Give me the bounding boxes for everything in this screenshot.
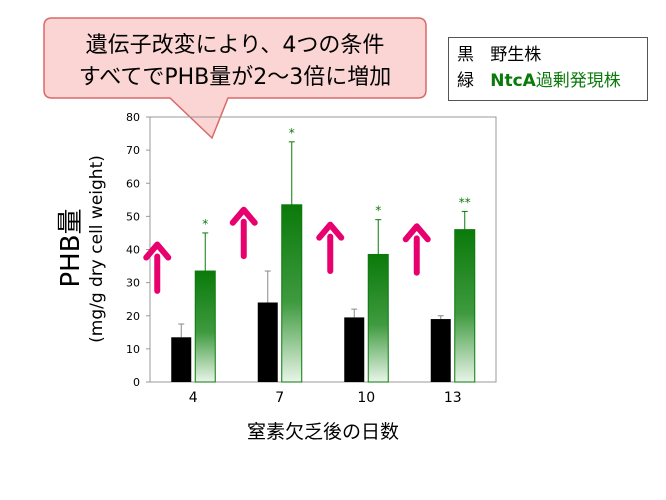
x-tick-label: 13 bbox=[444, 390, 462, 406]
increase-arrow-icon bbox=[143, 241, 172, 294]
bar-wild-type bbox=[344, 317, 365, 382]
legend-green-name: 過剰発現株 bbox=[535, 71, 621, 91]
significance-mark: * bbox=[202, 217, 208, 231]
x-tick-label: 10 bbox=[357, 390, 375, 406]
y-tick-label: 80 bbox=[126, 111, 140, 124]
bar-wild-type bbox=[257, 302, 278, 382]
legend-black-label: 黒 bbox=[457, 45, 474, 65]
callout-bubble bbox=[43, 17, 427, 140]
significance-mark: * bbox=[375, 204, 381, 218]
bar-wild-type bbox=[171, 337, 192, 382]
bar-ntca-overexpression bbox=[194, 270, 216, 383]
callout-line1: 遺伝子改変により、4つの条件 bbox=[86, 33, 385, 58]
bar-ntca-overexpression bbox=[367, 253, 389, 383]
increase-arrow-icon bbox=[229, 206, 258, 260]
bars: ***** bbox=[143, 126, 476, 383]
legend: 黒 野生株 緑 NtcA過剰発現株 bbox=[448, 37, 648, 101]
y-tick-label: 20 bbox=[126, 310, 140, 323]
increase-arrow-icon bbox=[402, 223, 431, 276]
y-tick-label: 50 bbox=[126, 210, 140, 223]
x-axis: 4 7 10 13 bbox=[189, 390, 462, 406]
bar-ntca-overexpression bbox=[454, 229, 476, 383]
bar-ntca-overexpression bbox=[281, 204, 303, 383]
legend-green-strain: NtcA bbox=[490, 71, 536, 91]
significance-mark: * bbox=[289, 126, 295, 140]
x-axis-label: 窒素欠乏後の日数 bbox=[247, 421, 399, 443]
y-tick-label: 30 bbox=[126, 277, 140, 290]
callout-line2: すべてでPHB量が2～3倍に増加 bbox=[79, 65, 391, 90]
y-tick-label: 70 bbox=[126, 144, 140, 157]
legend-black-name: 野生株 bbox=[490, 45, 542, 65]
y-axis: 0 10 20 30 40 50 60 70 80 bbox=[126, 111, 150, 389]
y-tick-label: 0 bbox=[133, 376, 140, 389]
legend-row-wild: 黒 野生株 bbox=[457, 42, 639, 68]
y-tick-label: 40 bbox=[126, 244, 140, 257]
x-tick-label: 7 bbox=[275, 390, 284, 406]
x-tick-label: 4 bbox=[189, 390, 198, 406]
y-tick-label: 60 bbox=[126, 177, 140, 190]
legend-green-label: 緑 bbox=[457, 71, 474, 91]
y-axis-label-unit: (mg/g dry cell weight) bbox=[87, 155, 107, 343]
significance-mark: ** bbox=[459, 195, 471, 209]
y-axis-label-main: PHB量 bbox=[56, 208, 86, 287]
y-tick-label: 10 bbox=[126, 343, 140, 356]
legend-row-overexpress: 緑 NtcA過剰発現株 bbox=[457, 68, 639, 94]
bar-wild-type bbox=[430, 319, 451, 382]
increase-arrow-icon bbox=[316, 221, 345, 275]
